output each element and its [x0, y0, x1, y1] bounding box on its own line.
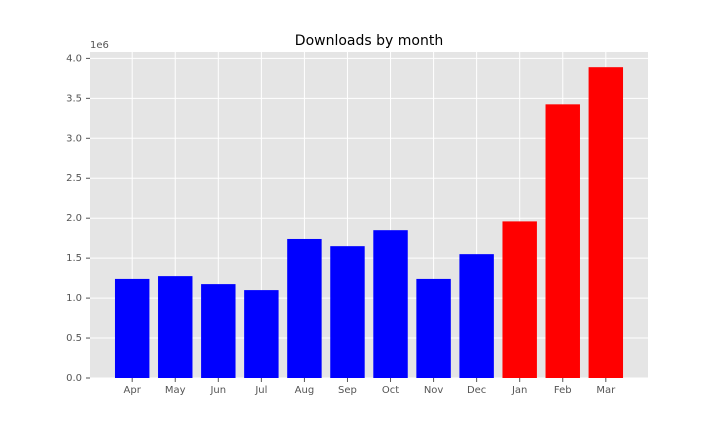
- y-tick-label: 3.0: [66, 133, 82, 144]
- bar: [459, 254, 494, 378]
- x-tick-label: May: [165, 385, 186, 396]
- bar: [373, 230, 408, 378]
- bar: [545, 104, 580, 378]
- x-tick-label: Sep: [338, 385, 357, 396]
- chart-title: Downloads by month: [295, 33, 443, 49]
- y-tick-label: 3.5: [66, 93, 82, 104]
- x-tick-label: Dec: [467, 385, 486, 396]
- x-tick-label: Oct: [382, 385, 399, 396]
- y-tick-label: 4.0: [66, 53, 82, 64]
- y-tick-label: 2.5: [66, 173, 82, 184]
- x-tick-label: Mar: [596, 385, 616, 396]
- y-tick-label: 0.5: [66, 333, 82, 344]
- x-tick-label: Jul: [254, 385, 267, 396]
- y-tick-label: 0.0: [66, 373, 82, 384]
- bar: [502, 221, 537, 378]
- bar: [287, 238, 322, 378]
- x-tick-label: Nov: [424, 385, 444, 396]
- bar: [588, 67, 624, 379]
- bar: [158, 276, 193, 378]
- x-tick-label: Jan: [511, 385, 527, 396]
- x-tick-label: Jun: [209, 385, 226, 396]
- y-offset-label: 1e6: [90, 40, 109, 51]
- bar: [244, 290, 279, 378]
- bar: [114, 278, 150, 378]
- bar: [330, 246, 365, 378]
- y-tick-label: 1.0: [66, 293, 82, 304]
- y-tick-label: 2.0: [66, 213, 82, 224]
- x-tick-label: Aug: [295, 385, 315, 396]
- x-tick-label: Feb: [554, 385, 572, 396]
- y-tick-label: 1.5: [66, 253, 82, 264]
- bar: [416, 278, 451, 378]
- x-tick-label: Apr: [124, 385, 142, 396]
- bar: [201, 284, 236, 378]
